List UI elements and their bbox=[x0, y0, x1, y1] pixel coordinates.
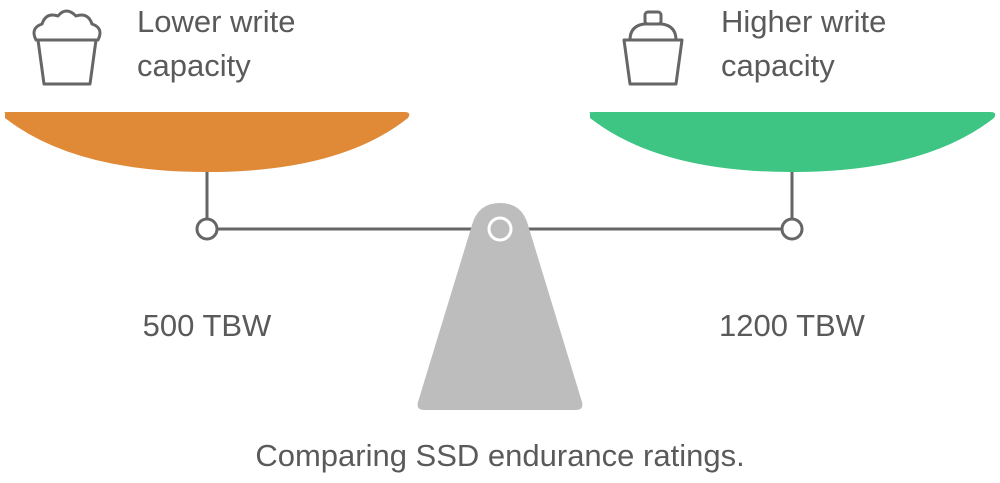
right-icon bbox=[622, 10, 684, 86]
left-pan bbox=[4, 112, 410, 172]
caption: Comparing SSD endurance ratings. bbox=[255, 438, 744, 473]
pivot bbox=[487, 216, 513, 242]
left-label-line: capacity bbox=[137, 48, 251, 83]
fulcrum bbox=[417, 203, 583, 410]
right-label-line: Higher write bbox=[721, 4, 886, 39]
right-joint bbox=[780, 217, 804, 241]
left-icon bbox=[32, 9, 102, 86]
right-value: 1200 TBW bbox=[719, 308, 866, 343]
left-value: 500 TBW bbox=[143, 308, 272, 343]
right-pan bbox=[589, 112, 996, 172]
left-label-line: Lower write bbox=[137, 4, 296, 39]
right-label-line: capacity bbox=[721, 48, 835, 83]
left-joint bbox=[195, 217, 219, 241]
